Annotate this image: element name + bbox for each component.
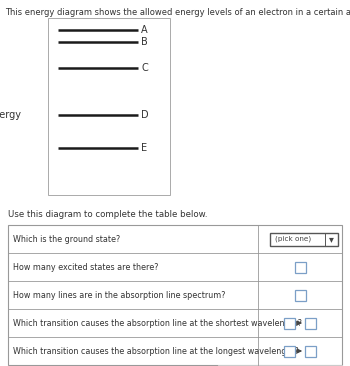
Text: Which is the ground state?: Which is the ground state?: [13, 235, 120, 243]
Text: D: D: [141, 110, 149, 120]
Text: ▾: ▾: [329, 235, 334, 244]
Text: How many excited states are there?: How many excited states are there?: [13, 262, 159, 272]
Bar: [305, 317, 316, 329]
Text: Which transition causes the absorption line at the longest wavelength?: Which transition causes the absorption l…: [13, 347, 299, 355]
Bar: [294, 290, 306, 300]
Bar: [218, 365, 342, 366]
Bar: [305, 346, 316, 356]
Text: B: B: [141, 37, 148, 47]
Bar: [294, 261, 306, 273]
Text: (pick one): (pick one): [275, 236, 311, 242]
Bar: [284, 317, 295, 329]
Bar: [270, 232, 338, 246]
Text: A: A: [141, 25, 148, 35]
Text: C: C: [141, 63, 148, 73]
Text: How many lines are in the absorption line spectrum?: How many lines are in the absorption lin…: [13, 291, 225, 299]
Text: E: E: [141, 143, 147, 153]
Text: Which transition causes the absorption line at the shortest wavelength?: Which transition causes the absorption l…: [13, 318, 302, 328]
Text: Use this diagram to complete the table below.: Use this diagram to complete the table b…: [8, 210, 208, 219]
Bar: [48, 18, 170, 195]
Bar: [284, 346, 295, 356]
Bar: [8, 225, 342, 365]
Text: energy: energy: [0, 110, 22, 120]
Text: This energy diagram shows the allowed energy levels of an electron in a certain : This energy diagram shows the allowed en…: [5, 8, 350, 17]
